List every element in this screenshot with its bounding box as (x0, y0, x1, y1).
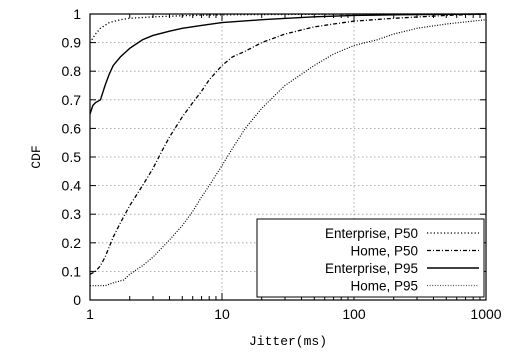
y-tick-label: 0 (73, 292, 81, 308)
plot-frame (89, 13, 487, 301)
y-tick-label: 0.6 (62, 120, 82, 136)
y-tick-label: 0.1 (62, 263, 82, 279)
legend-label: Enterprise, P50 (325, 226, 418, 241)
axis-ticks: 0 0.1 0.2 0.3 0.4 0.5 0.6 0.7 0.8 0.9 1 1 10 100 1000 (62, 6, 502, 322)
y-tick-label: 0.7 (62, 92, 82, 108)
y-tick-label: 1 (73, 6, 81, 22)
x-tick-label: 1000 (470, 306, 501, 322)
x-tick-label: 1 (86, 306, 94, 322)
x-tick-label: 10 (214, 306, 230, 322)
y-tick-label: 0.4 (62, 178, 82, 194)
y-tick-label: 0.9 (62, 35, 82, 51)
series-line-home-p50 (89, 13, 487, 275)
y-tick-label: 0.8 (62, 63, 82, 79)
series-line-home-p95 (90, 19, 487, 287)
series-line-enterprise-p95 (89, 13, 487, 115)
y-tick-label: 0.2 (62, 235, 82, 251)
x-axis-label: Jitter(ms) (249, 334, 327, 349)
legend: Enterprise, P50 Home, P50 Enterprise, P95 H… (256, 218, 485, 298)
x-tick-label: 100 (342, 306, 366, 322)
y-axis-label: CDF (29, 145, 44, 168)
y-tick-label: 0.3 (62, 206, 82, 222)
legend-box (256, 218, 485, 298)
y-tick-label: 0.5 (62, 149, 82, 165)
legend-label: Home, P95 (350, 279, 418, 294)
legend-label: Enterprise, P95 (325, 261, 418, 276)
legend-label: Home, P50 (350, 244, 418, 259)
